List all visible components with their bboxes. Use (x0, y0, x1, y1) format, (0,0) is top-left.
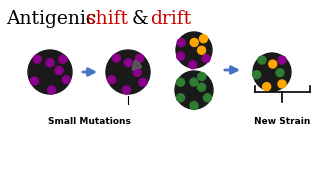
Circle shape (253, 71, 261, 79)
Circle shape (30, 77, 38, 85)
Circle shape (177, 94, 185, 102)
Text: shift: shift (86, 10, 128, 28)
Circle shape (278, 80, 286, 88)
Circle shape (55, 66, 63, 74)
Circle shape (177, 78, 185, 86)
Text: New Strain: New Strain (254, 117, 311, 126)
Circle shape (123, 86, 131, 94)
Circle shape (33, 55, 41, 63)
Circle shape (139, 78, 147, 86)
Circle shape (190, 78, 198, 86)
Circle shape (176, 32, 212, 68)
Circle shape (197, 83, 205, 91)
Circle shape (253, 53, 291, 91)
Wedge shape (132, 60, 142, 70)
Circle shape (276, 69, 284, 77)
Text: drift: drift (151, 10, 192, 28)
Circle shape (263, 83, 271, 91)
Circle shape (190, 39, 198, 46)
Circle shape (278, 56, 286, 64)
Circle shape (62, 76, 70, 84)
Circle shape (175, 71, 213, 109)
Circle shape (199, 35, 207, 43)
Circle shape (46, 59, 54, 67)
Circle shape (258, 56, 266, 64)
Circle shape (133, 68, 141, 76)
Text: Small Mutations: Small Mutations (48, 117, 131, 126)
Circle shape (59, 55, 67, 63)
Text: Antigenic: Antigenic (6, 10, 102, 28)
Circle shape (189, 61, 197, 69)
Circle shape (202, 55, 210, 62)
Circle shape (197, 46, 205, 54)
Circle shape (112, 54, 120, 62)
Circle shape (204, 94, 212, 102)
Circle shape (108, 76, 116, 84)
Circle shape (177, 52, 185, 60)
Circle shape (28, 50, 72, 94)
Circle shape (48, 86, 56, 94)
Circle shape (177, 39, 185, 47)
Text: &: & (126, 10, 155, 28)
Circle shape (136, 54, 144, 62)
Circle shape (124, 59, 132, 67)
Circle shape (106, 50, 150, 94)
Circle shape (190, 102, 198, 110)
Circle shape (198, 73, 206, 80)
Circle shape (269, 60, 277, 68)
